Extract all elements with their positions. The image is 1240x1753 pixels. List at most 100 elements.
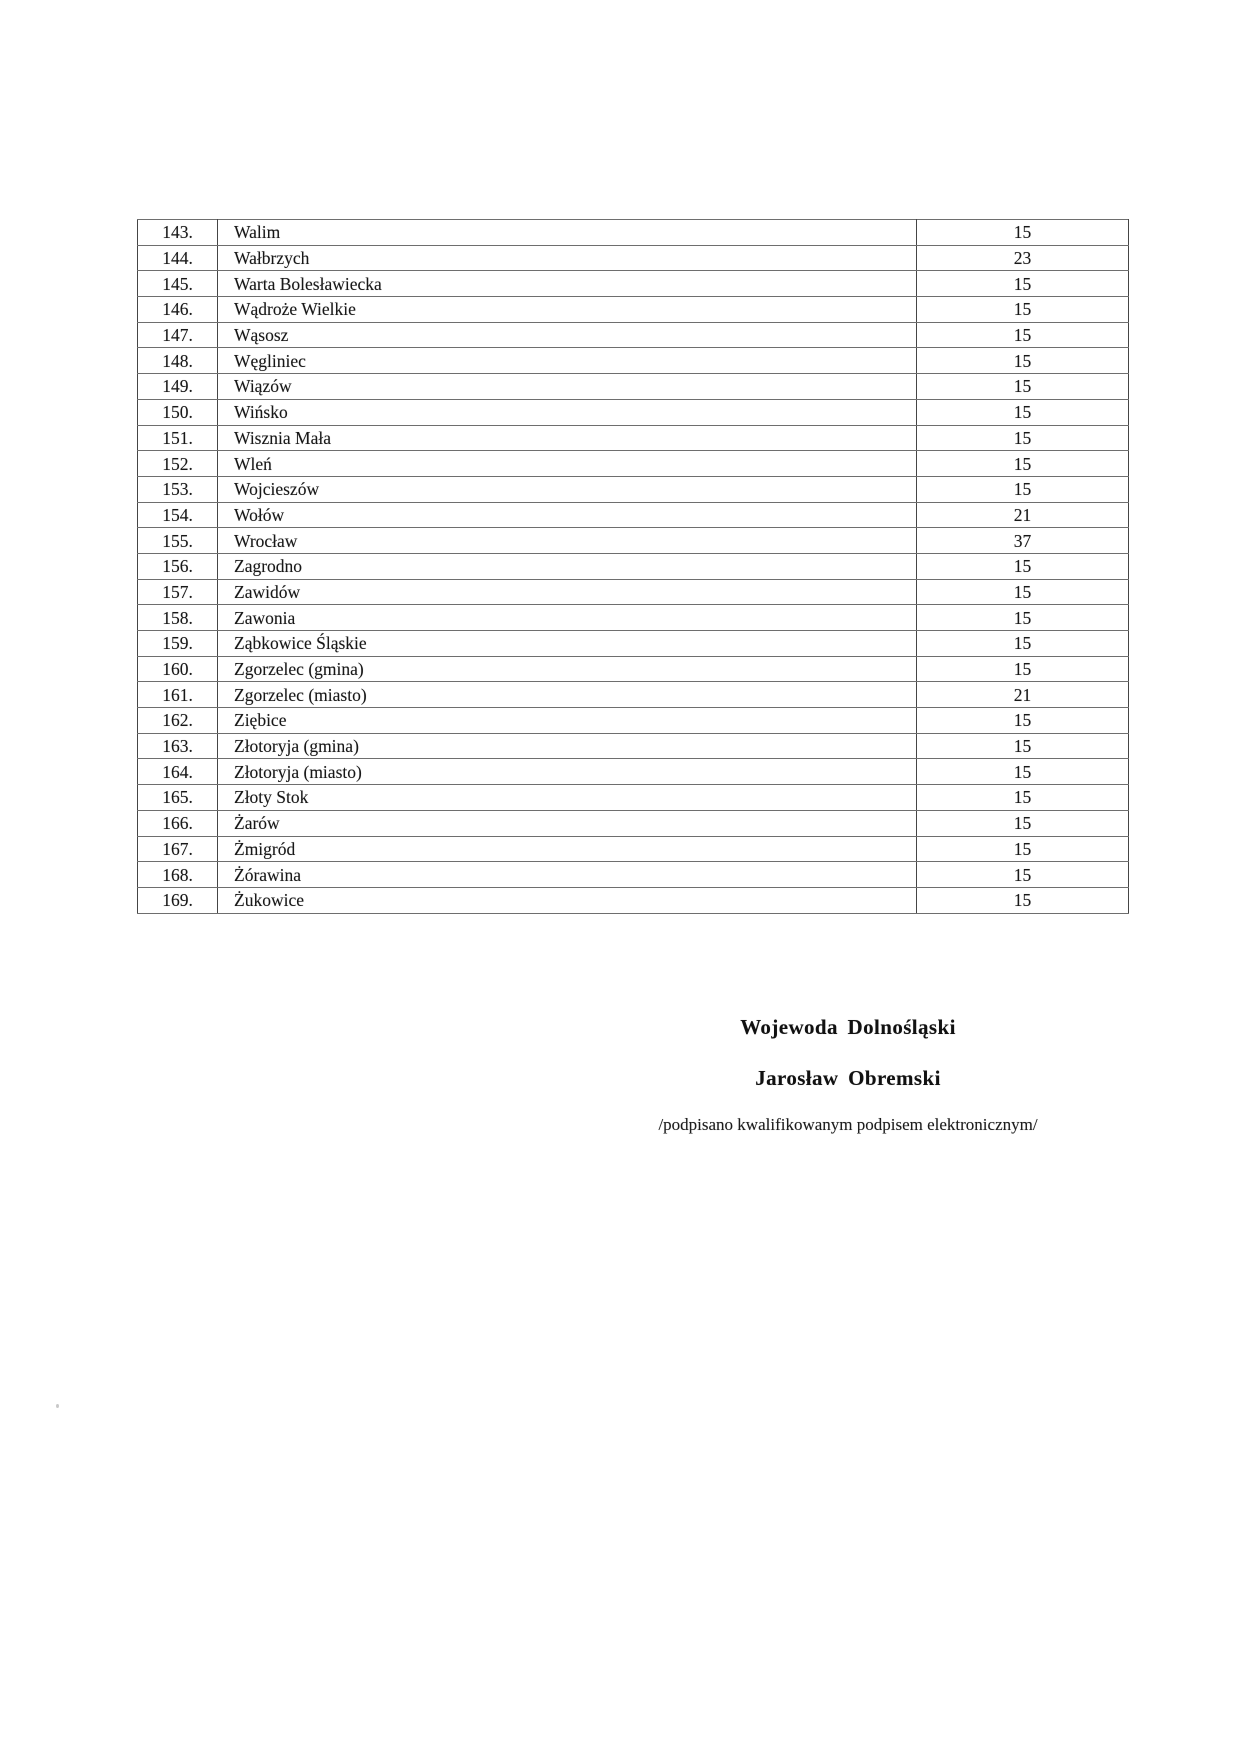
scan-artifact-dot xyxy=(56,1404,59,1408)
row-number-cell: 161. xyxy=(137,681,218,709)
municipality-name-cell: Złoty Stok xyxy=(217,784,917,811)
row-number-cell: 156. xyxy=(137,552,218,580)
row-number-cell: 153. xyxy=(137,475,218,503)
value-cell: 15 xyxy=(916,604,1129,631)
value-cell: 15 xyxy=(916,809,1129,837)
municipality-name-cell: Złotoryja (gmina) xyxy=(217,732,917,760)
value-cell: 15 xyxy=(916,552,1129,580)
municipality-name-cell: Wojcieszów xyxy=(217,475,917,503)
value-cell: 15 xyxy=(916,630,1129,657)
row-number-cell: 168. xyxy=(137,861,218,888)
municipality-name-cell: Wołów xyxy=(217,501,917,529)
municipality-name-cell: Zawonia xyxy=(217,604,917,631)
municipality-name-cell: Ząbkowice Śląskie xyxy=(217,630,917,657)
municipality-name-cell: Warta Bolesławiecka xyxy=(217,270,917,298)
municipality-name-cell: Wąsosz xyxy=(217,321,917,349)
table-row: 165. Złoty Stok 15 xyxy=(137,784,1129,811)
value-cell: 15 xyxy=(916,578,1129,606)
table-row: 148. Węgliniec 15 xyxy=(137,347,1129,375)
municipality-name-cell: Żmigród xyxy=(217,835,917,863)
table-row: 163. Złotoryja (gmina) 15 xyxy=(137,732,1129,760)
value-cell: 15 xyxy=(916,784,1129,811)
electronic-signature-note: /podpisano kwalifikowanym podpisem elekt… xyxy=(658,1115,1038,1134)
municipality-name-cell: Wiązów xyxy=(217,373,917,400)
table-row: 154. Wołów 21 xyxy=(137,501,1129,529)
table-row: 147. Wąsosz 15 xyxy=(137,321,1129,349)
value-cell: 15 xyxy=(916,475,1129,503)
municipality-name-cell: Walim xyxy=(217,219,917,246)
municipalities-table: 143. Walim 15 144. Wałbrzych 23 145. War… xyxy=(137,219,1129,914)
value-cell: 15 xyxy=(916,424,1129,452)
value-cell: 15 xyxy=(916,886,1129,914)
table-row: 167. Żmigród 15 xyxy=(137,835,1129,863)
row-number-cell: 159. xyxy=(137,630,218,657)
table-row: 164. Złotoryja (miasto) 15 xyxy=(137,758,1129,786)
municipality-name-cell: Węgliniec xyxy=(217,347,917,375)
municipality-name-cell: Wądroże Wielkie xyxy=(217,296,917,323)
table-row: 166. Żarów 15 xyxy=(137,809,1129,837)
row-number-cell: 160. xyxy=(137,655,218,683)
value-cell: 37 xyxy=(916,527,1129,554)
municipality-name-cell: Zgorzelec (gmina) xyxy=(217,655,917,683)
row-number-cell: 162. xyxy=(137,707,218,734)
table-row: 156. Zagrodno 15 xyxy=(137,552,1129,580)
municipality-name-cell: Wrocław xyxy=(217,527,917,554)
table-row: 145. Warta Bolesławiecka 15 xyxy=(137,270,1129,298)
table-row: 158. Zawonia 15 xyxy=(137,604,1129,631)
value-cell: 21 xyxy=(916,681,1129,709)
value-cell: 15 xyxy=(916,450,1129,477)
municipality-name-cell: Żarów xyxy=(217,809,917,837)
row-number-cell: 167. xyxy=(137,835,218,863)
table-row: 161. Zgorzelec (miasto) 21 xyxy=(137,681,1129,709)
table-row: 169. Żukowice 15 xyxy=(137,886,1129,914)
row-number-cell: 165. xyxy=(137,784,218,811)
row-number-cell: 145. xyxy=(137,270,218,298)
table-row: 160. Zgorzelec (gmina) 15 xyxy=(137,655,1129,683)
value-cell: 15 xyxy=(916,758,1129,786)
row-number-cell: 151. xyxy=(137,424,218,452)
municipality-name-cell: Zawidów xyxy=(217,578,917,606)
row-number-cell: 143. xyxy=(137,219,218,246)
municipality-name-cell: Żukowice xyxy=(217,886,917,914)
municipality-name-cell: Wisznia Mała xyxy=(217,424,917,452)
row-number-cell: 149. xyxy=(137,373,218,400)
value-cell: 15 xyxy=(916,219,1129,246)
table-row: 152. Wleń 15 xyxy=(137,450,1129,477)
signatory-name: Jarosław Obremski xyxy=(755,1066,941,1090)
municipality-name-cell: Zgorzelec (miasto) xyxy=(217,681,917,709)
table-row: 150. Wińsko 15 xyxy=(137,398,1129,426)
value-cell: 15 xyxy=(916,655,1129,683)
value-cell: 15 xyxy=(916,270,1129,298)
table-row: 143. Walim 15 xyxy=(137,219,1129,246)
table-row: 162. Ziębice 15 xyxy=(137,707,1129,734)
row-number-cell: 158. xyxy=(137,604,218,631)
value-cell: 15 xyxy=(916,347,1129,375)
value-cell: 15 xyxy=(916,861,1129,888)
table-row: 151. Wisznia Mała 15 xyxy=(137,424,1129,452)
municipality-name-cell: Złotoryja (miasto) xyxy=(217,758,917,786)
signature-block: Wojewoda Dolnośląski Jarosław Obremski /… xyxy=(558,1014,1138,1137)
municipality-name-cell: Wałbrzych xyxy=(217,244,917,272)
value-cell: 23 xyxy=(916,244,1129,272)
value-cell: 15 xyxy=(916,707,1129,734)
table-row: 168. Żórawina 15 xyxy=(137,861,1129,888)
table-row: 153. Wojcieszów 15 xyxy=(137,475,1129,503)
row-number-cell: 155. xyxy=(137,527,218,554)
row-number-cell: 164. xyxy=(137,758,218,786)
table-row: 159. Ząbkowice Śląskie 15 xyxy=(137,630,1129,657)
table-row: 155. Wrocław 37 xyxy=(137,527,1129,554)
value-cell: 15 xyxy=(916,398,1129,426)
municipalities-table-body: 143. Walim 15 144. Wałbrzych 23 145. War… xyxy=(137,219,1129,914)
row-number-cell: 163. xyxy=(137,732,218,760)
value-cell: 15 xyxy=(916,835,1129,863)
table-row: 157. Zawidów 15 xyxy=(137,578,1129,606)
row-number-cell: 152. xyxy=(137,450,218,477)
signatory-title: Wojewoda Dolnośląski xyxy=(740,1015,956,1039)
row-number-cell: 150. xyxy=(137,398,218,426)
table-row: 149. Wiązów 15 xyxy=(137,373,1129,400)
value-cell: 15 xyxy=(916,373,1129,400)
row-number-cell: 169. xyxy=(137,886,218,914)
row-number-cell: 166. xyxy=(137,809,218,837)
row-number-cell: 147. xyxy=(137,321,218,349)
